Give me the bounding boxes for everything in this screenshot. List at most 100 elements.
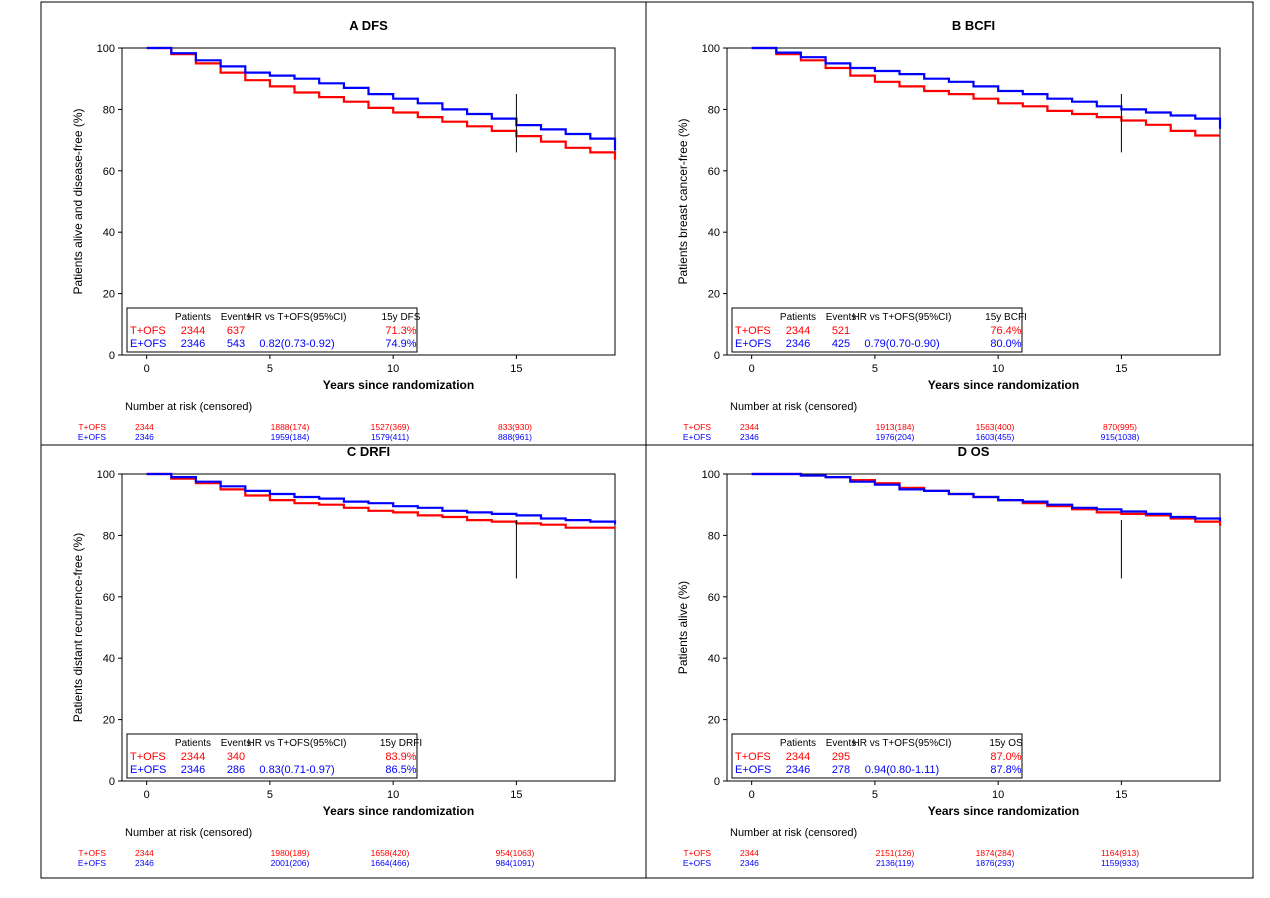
y-tick-label: 60 bbox=[708, 166, 720, 178]
table-row-events: 340 bbox=[227, 751, 245, 763]
x-tick-label: 0 bbox=[144, 789, 150, 801]
table-header-hr: HR vs T+OFS(95%CI) bbox=[248, 312, 347, 323]
series-line-e-ofs bbox=[751, 46, 1222, 129]
risk-value: 1164(913) bbox=[1101, 848, 1139, 858]
x-axis-label: Years since randomization bbox=[323, 378, 474, 392]
table-row-rate: 87.0% bbox=[990, 751, 1021, 763]
y-tick-label: 100 bbox=[97, 43, 115, 55]
risk-row-label: T+OFS bbox=[683, 848, 711, 858]
risk-value: 984(1091) bbox=[496, 858, 535, 868]
table-row-rate: 76.4% bbox=[990, 325, 1021, 337]
risk-table-title: Number at risk (censored) bbox=[730, 401, 857, 413]
figure-frame bbox=[40, 1, 1254, 879]
table-row-events: 521 bbox=[832, 325, 850, 337]
table-header-events: Events bbox=[221, 312, 252, 323]
risk-value: 870(995) bbox=[1103, 422, 1137, 432]
table-row-rate: 71.3% bbox=[385, 325, 416, 337]
y-tick-label: 0 bbox=[109, 350, 115, 362]
legend-table-box bbox=[731, 733, 1023, 779]
table-row-patients: 2344 bbox=[181, 325, 205, 337]
x-tick-label: 5 bbox=[267, 363, 273, 375]
risk-row-label: E+OFS bbox=[683, 858, 711, 868]
table-row-label: E+OFS bbox=[130, 764, 166, 776]
risk-value: 1976(204) bbox=[876, 432, 915, 442]
risk-row-label: E+OFS bbox=[78, 858, 106, 868]
risk-row-label: T+OFS bbox=[78, 422, 106, 432]
table-row-label: T+OFS bbox=[130, 325, 166, 337]
table-header-hr: HR vs T+OFS(95%CI) bbox=[853, 312, 952, 323]
plot-frame bbox=[121, 47, 616, 356]
risk-value: 888(961) bbox=[498, 432, 532, 442]
panel-a: A DFS 0 20 40 60 80 100 0 5 10 15 Years since rando… bbox=[71, 18, 617, 442]
y-tick-label: 0 bbox=[109, 776, 115, 788]
table-row-patients: 2346 bbox=[786, 338, 810, 350]
series-line-t-ofs bbox=[146, 472, 615, 529]
risk-value: 2346 bbox=[135, 858, 154, 868]
table-row-rate: 87.8% bbox=[990, 764, 1021, 776]
risk-value: 954(1063) bbox=[496, 848, 535, 858]
table-row-rate: 83.9% bbox=[385, 751, 416, 763]
table-header-patients: Patients bbox=[780, 738, 816, 749]
y-tick-label: 100 bbox=[702, 469, 720, 481]
risk-row-label: E+OFS bbox=[683, 432, 711, 442]
risk-value: 915(1038) bbox=[1101, 432, 1140, 442]
risk-value: 1159(933) bbox=[1101, 858, 1139, 868]
x-tick-label: 5 bbox=[267, 789, 273, 801]
y-tick-label: 20 bbox=[103, 289, 115, 301]
risk-value: 2344 bbox=[135, 422, 154, 432]
y-tick-label: 80 bbox=[708, 104, 720, 116]
y-tick-label: 80 bbox=[708, 530, 720, 542]
table-row-patients: 2344 bbox=[786, 325, 810, 337]
risk-value: 2344 bbox=[740, 422, 759, 432]
series-line-e-ofs bbox=[146, 46, 617, 151]
risk-table-title: Number at risk (censored) bbox=[730, 827, 857, 839]
risk-value: 2344 bbox=[135, 848, 154, 858]
x-axis-label: Years since randomization bbox=[323, 804, 474, 818]
table-row-label: T+OFS bbox=[130, 751, 166, 763]
risk-value: 2001(206) bbox=[271, 858, 310, 868]
x-tick-label: 0 bbox=[144, 363, 150, 375]
risk-value: 1888(174) bbox=[271, 422, 310, 432]
table-row-hr: 0.82(0.73-0.92) bbox=[259, 338, 334, 350]
legend-table-box bbox=[731, 307, 1023, 353]
y-tick-label: 20 bbox=[708, 289, 720, 301]
risk-value: 2346 bbox=[740, 858, 759, 868]
table-row-events: 637 bbox=[227, 325, 245, 337]
y-tick-label: 100 bbox=[702, 43, 720, 55]
risk-value: 1874(284) bbox=[976, 848, 1015, 858]
y-tick-label: 40 bbox=[103, 653, 115, 665]
table-row-label: T+OFS bbox=[735, 751, 771, 763]
y-tick-label: 0 bbox=[714, 350, 720, 362]
panel-title: B BCFI bbox=[952, 18, 995, 33]
x-axis-label: Years since randomization bbox=[928, 804, 1079, 818]
x-tick-label: 0 bbox=[749, 363, 755, 375]
table-row-label: T+OFS bbox=[735, 325, 771, 337]
risk-row-label: T+OFS bbox=[78, 848, 106, 858]
risk-value: 2346 bbox=[740, 432, 759, 442]
risk-value: 1603(455) bbox=[976, 432, 1015, 442]
risk-value: 1664(466) bbox=[371, 858, 410, 868]
table-header-rate: 15y OS bbox=[989, 738, 1023, 749]
risk-value: 1563(400) bbox=[976, 422, 1015, 432]
table-header-events: Events bbox=[221, 738, 252, 749]
x-tick-label: 0 bbox=[749, 789, 755, 801]
y-tick-label: 20 bbox=[708, 715, 720, 727]
series-line-t-ofs bbox=[146, 46, 617, 160]
table-header-events: Events bbox=[826, 312, 857, 323]
legend-table-box bbox=[126, 307, 418, 353]
y-tick-label: 80 bbox=[103, 530, 115, 542]
x-axis-label: Years since randomization bbox=[928, 378, 1079, 392]
risk-value: 2346 bbox=[135, 432, 154, 442]
y-axis-label: Patients breast cancer-free (%) bbox=[676, 118, 690, 284]
risk-value: 1913(184) bbox=[876, 422, 915, 432]
plot-frame bbox=[121, 473, 616, 782]
table-row-events: 278 bbox=[832, 764, 850, 776]
legend-table-box bbox=[126, 733, 418, 779]
table-row-hr: 0.79(0.70-0.90) bbox=[864, 338, 939, 350]
risk-value: 833(930) bbox=[498, 422, 532, 432]
x-tick-label: 15 bbox=[510, 789, 522, 801]
x-tick-label: 15 bbox=[1115, 363, 1127, 375]
table-header-rate: 15y DFS bbox=[382, 312, 421, 323]
series-line-t-ofs bbox=[751, 46, 1220, 137]
